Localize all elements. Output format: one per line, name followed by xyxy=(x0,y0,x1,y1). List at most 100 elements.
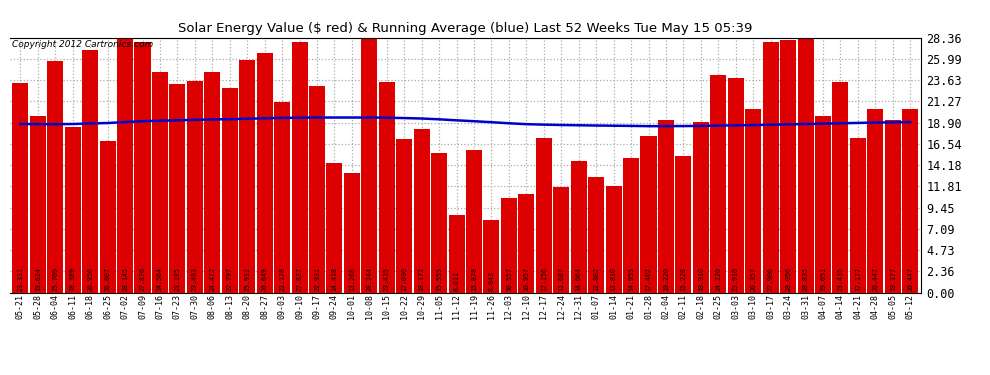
Bar xyxy=(135,42,150,292)
Text: 11.810: 11.810 xyxy=(611,267,617,291)
Text: 24.472: 24.472 xyxy=(209,267,215,291)
Bar xyxy=(623,158,640,292)
Bar xyxy=(798,33,814,292)
Bar xyxy=(169,84,185,292)
Bar xyxy=(553,188,569,292)
Text: 15.555: 15.555 xyxy=(437,267,443,291)
Text: 15.228: 15.228 xyxy=(680,267,686,291)
Bar xyxy=(675,156,691,292)
Text: 25.709: 25.709 xyxy=(52,267,58,291)
Text: 25.912: 25.912 xyxy=(245,267,250,291)
Bar xyxy=(519,194,535,292)
Text: 18.389: 18.389 xyxy=(69,267,75,291)
Bar xyxy=(641,136,656,292)
Bar xyxy=(431,153,447,292)
Text: 26.649: 26.649 xyxy=(261,267,267,291)
Bar xyxy=(240,60,255,292)
Text: 19.220: 19.220 xyxy=(663,267,669,291)
Bar xyxy=(483,220,500,292)
Text: 28.835: 28.835 xyxy=(803,267,809,291)
Bar xyxy=(291,42,308,292)
Bar xyxy=(780,40,796,292)
Bar xyxy=(379,82,395,292)
Bar xyxy=(833,82,848,292)
Bar xyxy=(117,39,133,292)
Bar xyxy=(327,163,343,292)
Bar xyxy=(414,129,430,292)
Bar xyxy=(606,186,622,292)
Text: 14.418: 14.418 xyxy=(332,267,338,291)
Bar xyxy=(256,53,272,292)
Bar xyxy=(48,62,63,292)
Bar xyxy=(728,78,743,292)
Title: Solar Energy Value ($ red) & Running Average (blue) Last 52 Weeks Tue May 15 05:: Solar Energy Value ($ red) & Running Ave… xyxy=(178,22,752,35)
Text: 15.878: 15.878 xyxy=(471,267,477,291)
Text: 27.906: 27.906 xyxy=(767,267,773,291)
Text: 27.837: 27.837 xyxy=(297,267,303,291)
Text: 28.145: 28.145 xyxy=(122,267,128,291)
Bar xyxy=(187,81,203,292)
Bar xyxy=(204,72,221,292)
Text: 23.331: 23.331 xyxy=(18,267,24,291)
Text: 19.177: 19.177 xyxy=(890,267,896,291)
Text: 23.493: 23.493 xyxy=(192,267,198,291)
Bar xyxy=(815,116,831,292)
Bar xyxy=(693,123,709,292)
Bar xyxy=(361,39,377,292)
Text: 17.030: 17.030 xyxy=(401,267,407,291)
Text: 22.797: 22.797 xyxy=(227,267,233,291)
Text: 18.172: 18.172 xyxy=(419,267,425,291)
Text: 27.876: 27.876 xyxy=(140,267,146,291)
Bar xyxy=(309,86,325,292)
Text: 20.447: 20.447 xyxy=(872,267,878,291)
Text: 13.268: 13.268 xyxy=(348,267,354,291)
Text: 8.611: 8.611 xyxy=(453,271,459,291)
Text: 14.664: 14.664 xyxy=(576,267,582,291)
Bar xyxy=(100,141,116,292)
Bar xyxy=(274,102,290,292)
Text: 17.156: 17.156 xyxy=(541,267,546,291)
Bar xyxy=(344,173,360,292)
Bar xyxy=(448,215,464,292)
Text: 23.910: 23.910 xyxy=(733,267,739,291)
Text: 24.220: 24.220 xyxy=(716,267,722,291)
Text: 16.807: 16.807 xyxy=(105,267,111,291)
Text: 10.957: 10.957 xyxy=(524,267,530,291)
Bar xyxy=(588,177,604,292)
Bar xyxy=(867,109,883,292)
Text: 17.177: 17.177 xyxy=(855,267,861,291)
Text: 21.178: 21.178 xyxy=(279,267,285,291)
Bar xyxy=(902,109,919,292)
Bar xyxy=(885,120,901,292)
Bar xyxy=(151,72,168,292)
Text: 12.802: 12.802 xyxy=(593,267,599,291)
Text: 11.687: 11.687 xyxy=(558,267,564,291)
Bar xyxy=(849,138,866,292)
Bar xyxy=(745,110,761,292)
Bar xyxy=(222,87,238,292)
Text: 17.402: 17.402 xyxy=(645,267,651,291)
Text: 18.910: 18.910 xyxy=(698,267,704,291)
Text: 23.435: 23.435 xyxy=(838,267,843,291)
Text: 23.185: 23.185 xyxy=(174,267,180,291)
Text: 26.956: 26.956 xyxy=(87,267,93,291)
Text: 20.447: 20.447 xyxy=(907,267,913,291)
Text: 8.043: 8.043 xyxy=(488,271,494,291)
Text: 20.357: 20.357 xyxy=(750,267,756,291)
Bar xyxy=(396,140,412,292)
Bar xyxy=(658,120,674,292)
Text: 24.564: 24.564 xyxy=(157,267,163,291)
Bar xyxy=(30,116,46,292)
Bar xyxy=(64,127,81,292)
Bar xyxy=(501,198,517,292)
Text: 19.624: 19.624 xyxy=(35,267,41,291)
Bar xyxy=(12,83,29,292)
Bar xyxy=(570,160,587,292)
Bar xyxy=(536,138,551,292)
Text: 23.435: 23.435 xyxy=(384,267,390,291)
Bar xyxy=(466,150,482,292)
Text: 22.931: 22.931 xyxy=(314,267,320,291)
Bar xyxy=(710,75,727,292)
Bar xyxy=(762,42,779,292)
Text: Copyright 2012 Cartronics.com: Copyright 2012 Cartronics.com xyxy=(12,40,153,49)
